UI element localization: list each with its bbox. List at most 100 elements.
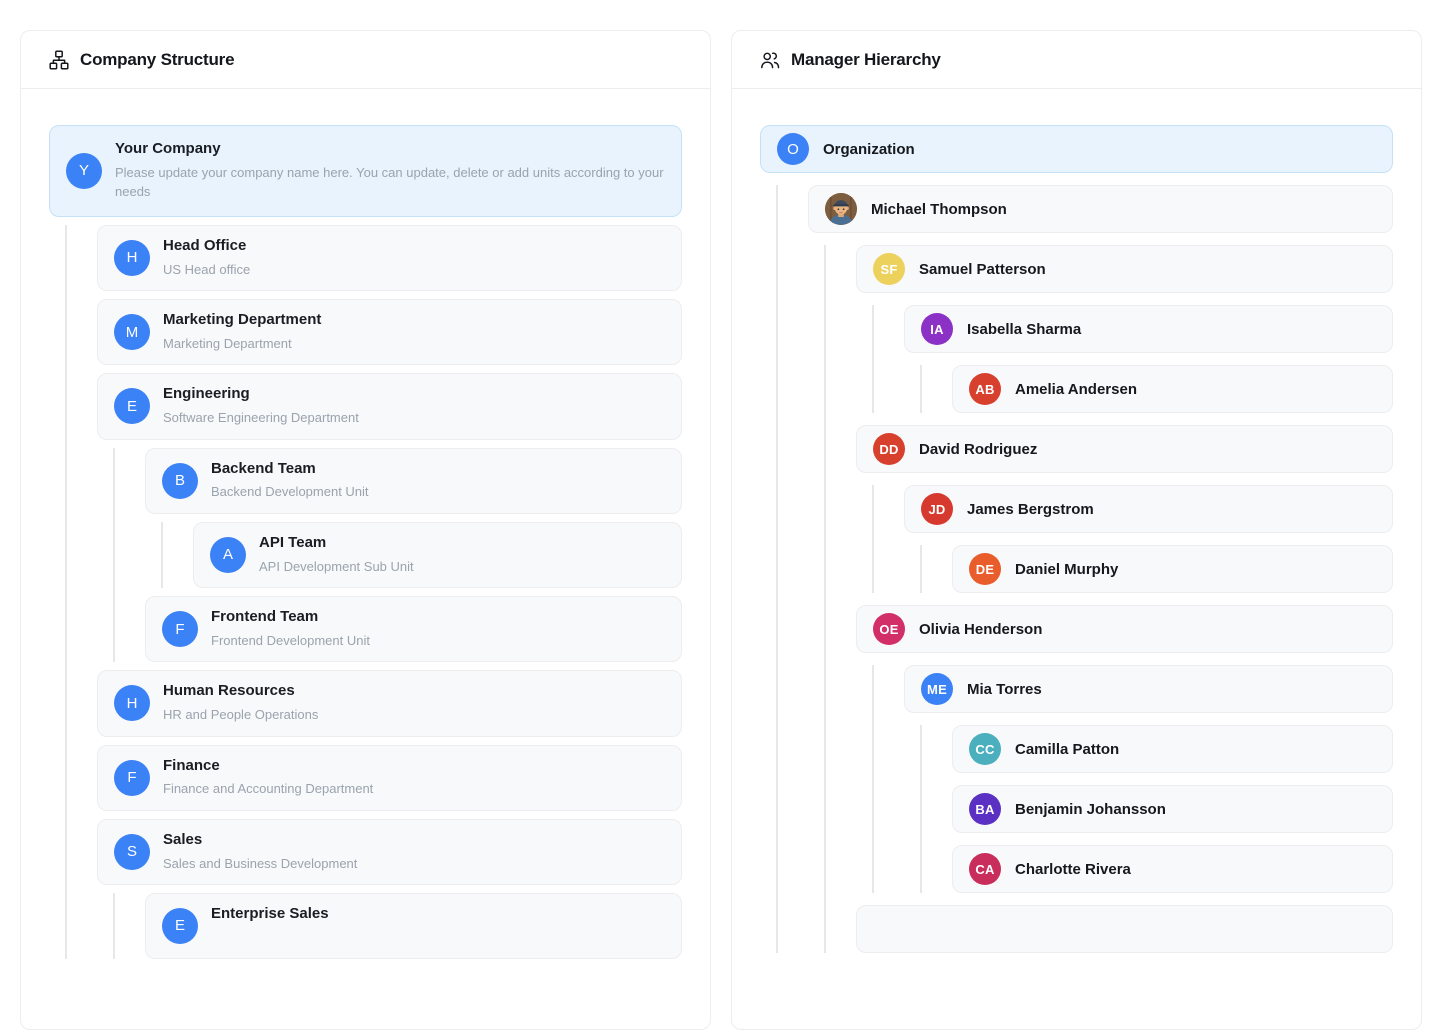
org-unit-card-sales[interactable]: S Sales Sales and Business Development [97, 818, 682, 885]
person-name: Olivia Henderson [919, 620, 1043, 638]
org-unit-title: API Team [259, 533, 327, 551]
children-group: DE Daniel Murphy [920, 545, 1393, 593]
children-group: IA Isabella Sharma AB Amelia Andersen [872, 305, 1393, 413]
person-card-michael-thompson[interactable]: Michael Thompson [808, 185, 1393, 233]
org-unit-text: Enterprise Sales [211, 905, 329, 947]
org-unit-text: Backend Team Backend Development Unit [211, 460, 369, 502]
person-name: Daniel Murphy [1015, 560, 1119, 578]
org-unit-card-enterprise-sales[interactable]: E Enterprise Sales [145, 893, 682, 959]
avatar: E [114, 388, 150, 425]
org-unit-text: Marketing Department Marketing Department [163, 311, 321, 353]
org-unit-card-head-office[interactable]: H Head Office US Head office [97, 224, 682, 291]
children-group: H Head Office US Head office M Marketing Dep… [65, 224, 682, 959]
avatar: F [162, 611, 198, 648]
person-card-organization[interactable]: O Organization [760, 125, 1393, 173]
org-unit-text: Human Resources HR and People Operations [163, 682, 318, 724]
org-unit-card-api-team[interactable]: A API Team API Development Sub Unit [193, 521, 682, 588]
org-unit-text: Head Office US Head office [163, 237, 250, 279]
manager-hierarchy-panel: Manager Hierarchy O Organization Michael T… [731, 30, 1422, 1030]
org-unit-card-finance[interactable]: F Finance Finance and Accounting Departmen… [97, 744, 682, 811]
person-card-david-rodriguez[interactable]: DD David Rodriguez [856, 425, 1393, 473]
avatar: JD [921, 493, 953, 525]
org-unit-subtitle [211, 928, 329, 947]
avatar: H [114, 239, 150, 276]
avatar: H [114, 685, 150, 722]
org-unit-subtitle: Marketing Department [163, 335, 292, 351]
children-group: Michael Thompson SF Samuel Patterson IA Isab… [776, 185, 1393, 953]
children-group: B Backend Team Backend Development Unit A AP… [113, 447, 682, 663]
avatar: DD [873, 433, 905, 465]
company-structure-tree: Y Your Company Please update your company … [21, 89, 710, 991]
person-card-partial[interactable] [856, 905, 1393, 953]
person-card-james-bergstrom[interactable]: JD James Bergstrom [904, 485, 1393, 533]
children-group: A API Team API Development Sub Unit [161, 521, 682, 588]
avatar: F [114, 759, 150, 796]
avatar: A [210, 536, 246, 573]
people-icon [760, 50, 780, 70]
children-group: SF Samuel Patterson IA Isabella Sharma AB Ame… [824, 245, 1393, 953]
org-unit-title: Backend Team [211, 459, 316, 477]
org-chart-icon [49, 49, 69, 70]
person-card-benjamin-johansson[interactable]: BA Benjamin Johansson [952, 785, 1393, 833]
person-card-charlotte-rivera[interactable]: CA Charlotte Rivera [952, 845, 1393, 893]
avatar: E [162, 907, 198, 944]
person-name: Mia Torres [967, 680, 1042, 698]
org-unit-subtitle: Frontend Development Unit [211, 632, 370, 648]
org-unit-subtitle: Please update your company name here. Yo… [115, 164, 664, 200]
org-unit-subtitle: HR and People Operations [163, 707, 319, 722]
company-structure-title: Company Structure [80, 49, 235, 69]
children-group: E Enterprise Sales [113, 893, 682, 959]
org-unit-text: Finance Finance and Accounting Department [163, 757, 373, 799]
avatar: BA [969, 793, 1001, 825]
org-unit-subtitle: Software Engineering Department [163, 410, 359, 425]
person-card-daniel-murphy[interactable]: DE Daniel Murphy [952, 545, 1393, 593]
org-unit-title: Enterprise Sales [211, 905, 329, 922]
org-unit-text: Your Company Please update your company n… [115, 140, 665, 202]
org-unit-title: Frontend Team [211, 608, 319, 625]
org-unit-card-human-resources[interactable]: H Human Resources HR and People Operations [97, 670, 682, 737]
org-unit-text: API Team API Development Sub Unit [259, 534, 414, 576]
avatar: CC [969, 733, 1001, 765]
person-name: Camilla Patton [1015, 740, 1120, 758]
org-unit-subtitle: API Development Sub Unit [259, 558, 414, 574]
org-unit-card-backend-team[interactable]: B Backend Team Backend Development Unit [145, 447, 682, 514]
org-unit-subtitle: Finance and Accounting Department [163, 781, 374, 797]
children-group: CC Camilla Patton BA Benjamin Johansson CA Ch… [920, 725, 1393, 893]
avatar-photo-man-with-cap [825, 193, 857, 225]
avatar: DE [969, 553, 1001, 585]
org-unit-title: Sales [163, 830, 203, 848]
person-card-samuel-patterson[interactable]: SF Samuel Patterson [856, 245, 1393, 293]
avatar: IA [921, 313, 953, 345]
person-name: Organization [823, 140, 915, 158]
person-name: Charlotte Rivera [1015, 860, 1131, 878]
org-unit-card-your-company[interactable]: Y Your Company Please update your company … [49, 125, 682, 217]
person-card-mia-torres[interactable]: ME Mia Torres [904, 665, 1393, 713]
org-unit-card-marketing-department[interactable]: M Marketing Department Marketing Departmen… [97, 299, 682, 366]
manager-hierarchy-tree: O Organization Michael Thompson SF Samuel Pa… [732, 89, 1421, 989]
avatar: AB [969, 373, 1001, 405]
avatar: OE [873, 613, 905, 645]
person-card-camilla-patton[interactable]: CC Camilla Patton [952, 725, 1393, 773]
avatar: SF [873, 253, 905, 285]
org-unit-card-engineering[interactable]: E Engineering Software Engineering Departm… [97, 373, 682, 440]
org-unit-title: Marketing Department [163, 311, 322, 328]
person-card-olivia-henderson[interactable]: OE Olivia Henderson [856, 605, 1393, 653]
org-unit-text: Sales Sales and Business Development [163, 831, 357, 873]
children-group: JD James Bergstrom DE Daniel Murphy [872, 485, 1393, 593]
org-unit-text: Frontend Team Frontend Development Unit [211, 608, 370, 650]
org-unit-title: Finance [163, 756, 220, 774]
org-unit-card-frontend-team[interactable]: F Frontend Team Frontend Development Unit [145, 596, 682, 663]
person-name: Michael Thompson [871, 200, 1007, 218]
company-structure-panel: Company Structure Y Your Company Please up… [20, 30, 711, 1030]
avatar: M [114, 314, 150, 351]
person-name: James Bergstrom [967, 500, 1094, 518]
person-card-isabella-sharma[interactable]: IA Isabella Sharma [904, 305, 1393, 353]
avatar: O [777, 133, 809, 165]
avatar: Y [66, 152, 102, 189]
person-name: Amelia Andersen [1015, 380, 1137, 398]
avatar: S [114, 833, 150, 870]
person-card-amelia-andersen[interactable]: AB Amelia Andersen [952, 365, 1393, 413]
org-unit-title: Human Resources [163, 682, 295, 700]
org-unit-subtitle: Backend Development Unit [211, 484, 369, 500]
